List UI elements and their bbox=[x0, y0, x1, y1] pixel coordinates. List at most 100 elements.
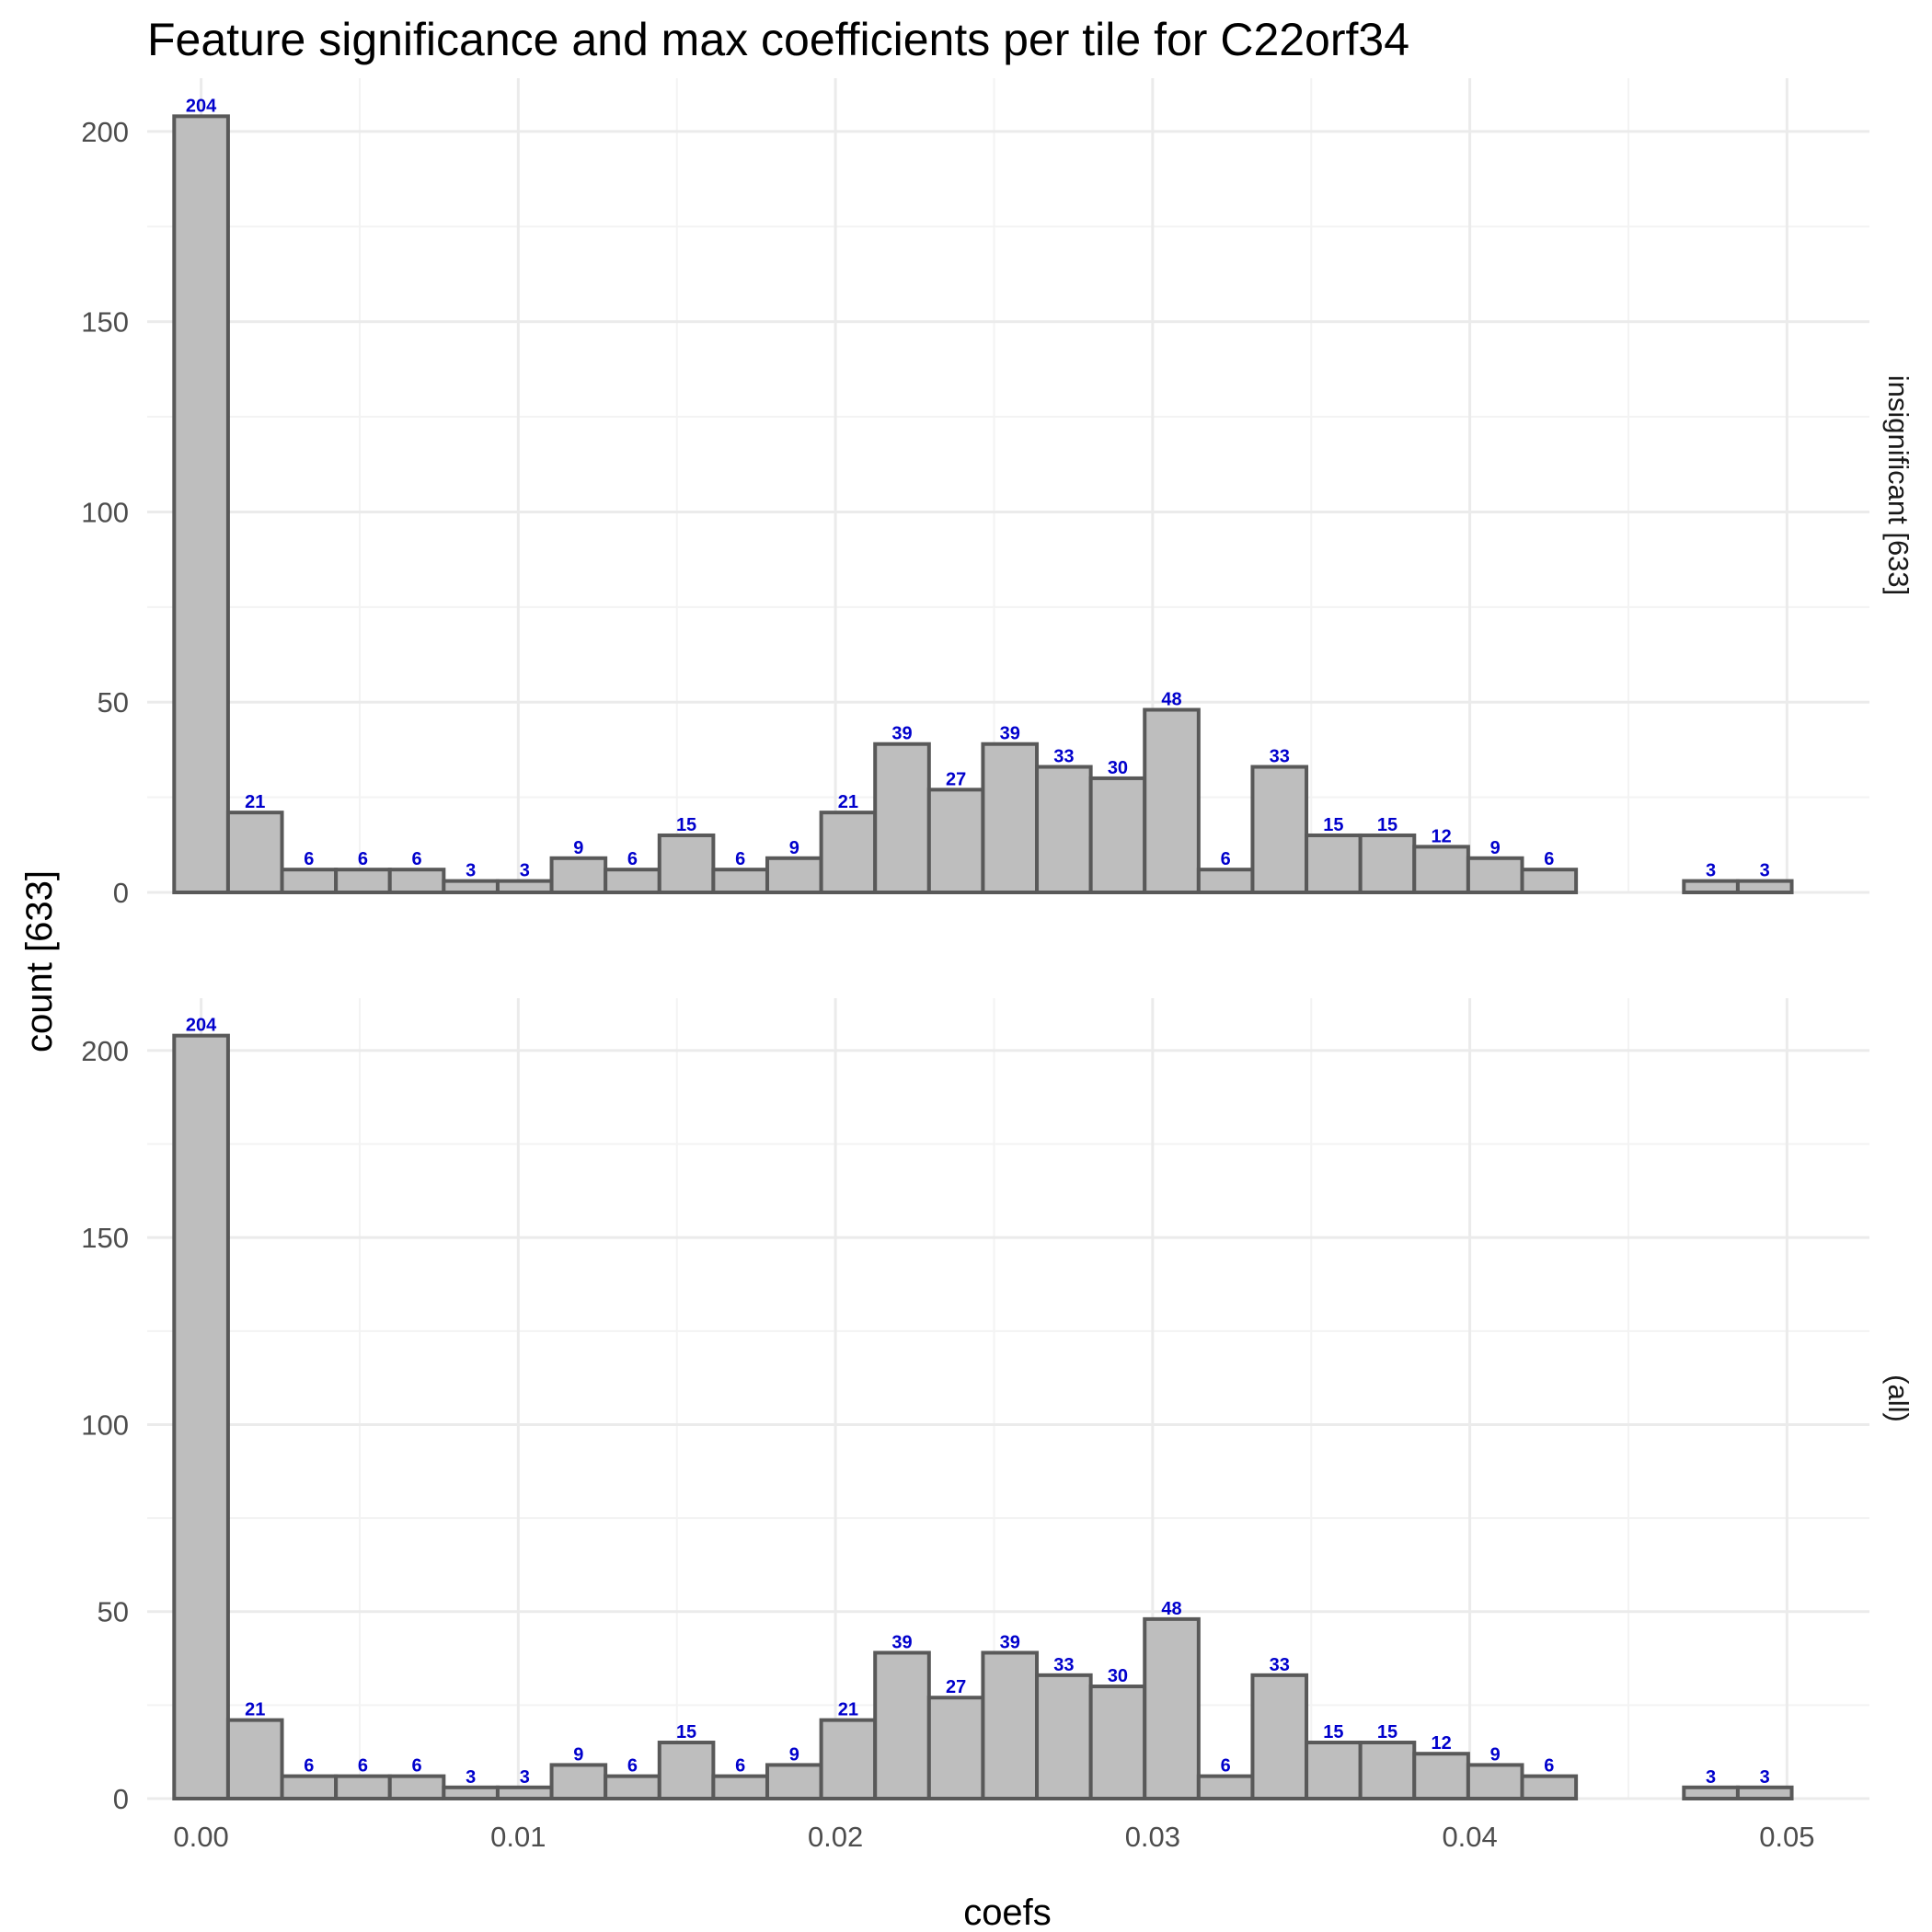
histogram-bar bbox=[1196, 1774, 1255, 1800]
bar-count-label: 30 bbox=[1108, 1666, 1128, 1686]
histogram-bar bbox=[604, 868, 661, 894]
histogram-bar bbox=[172, 1033, 230, 1800]
bar-count-label: 3 bbox=[520, 1767, 530, 1788]
histogram-bar bbox=[873, 1650, 931, 1801]
histogram-bar bbox=[495, 879, 554, 894]
y-tick-label: 200 bbox=[81, 116, 129, 148]
histogram-bar bbox=[926, 1696, 985, 1800]
histogram-bar bbox=[1305, 1741, 1363, 1800]
histogram-bar bbox=[1412, 1752, 1470, 1801]
bar-count-label: 33 bbox=[1270, 747, 1290, 767]
x-tick-label: 0.05 bbox=[1759, 1821, 1814, 1853]
histogram-bar bbox=[334, 868, 392, 894]
histogram-bar bbox=[1520, 1774, 1579, 1800]
bar-count-label: 3 bbox=[1706, 1767, 1716, 1788]
histogram-bar bbox=[819, 811, 878, 895]
histogram-bar bbox=[1305, 833, 1363, 894]
histogram-bar bbox=[172, 114, 230, 894]
histogram-bar bbox=[1143, 707, 1201, 894]
bar-count-label: 15 bbox=[676, 815, 696, 835]
histogram-bar bbox=[1466, 856, 1524, 895]
bar-count-label: 15 bbox=[1323, 815, 1343, 835]
histogram-bar bbox=[711, 1774, 769, 1800]
histogram-bar bbox=[1035, 765, 1093, 894]
y-axis-title: count [633] bbox=[19, 870, 60, 1052]
bar-count-label: 33 bbox=[1053, 1655, 1074, 1675]
histogram-bar bbox=[765, 1763, 823, 1801]
histogram-bar bbox=[442, 1785, 500, 1800]
histogram-bar bbox=[387, 868, 446, 894]
histogram-bar bbox=[604, 1774, 661, 1800]
bar-count-label: 3 bbox=[1706, 861, 1716, 881]
y-tick-label: 100 bbox=[81, 1409, 129, 1441]
histogram-bar bbox=[657, 1741, 716, 1800]
bar-count-label: 21 bbox=[245, 1700, 265, 1720]
histogram-bar bbox=[1088, 776, 1147, 894]
histogram-bar bbox=[765, 856, 823, 895]
histogram-bar bbox=[1250, 765, 1309, 894]
histogram-bar bbox=[1250, 1673, 1309, 1800]
bar-count-label: 9 bbox=[789, 1744, 799, 1765]
histogram-bar bbox=[225, 811, 284, 895]
y-tick-label: 150 bbox=[81, 306, 129, 339]
histogram-bar bbox=[711, 868, 769, 894]
x-tick-label: 0.02 bbox=[808, 1821, 863, 1853]
bar-count-label: 39 bbox=[891, 1632, 912, 1652]
bar-count-label: 15 bbox=[1377, 1722, 1397, 1742]
histogram-bar bbox=[387, 1774, 446, 1800]
y-tick-label: 50 bbox=[98, 686, 129, 719]
bar-count-label: 15 bbox=[1377, 815, 1397, 835]
bar-count-label: 39 bbox=[1000, 1632, 1020, 1652]
bar-count-label: 204 bbox=[186, 1016, 217, 1036]
histogram-bar bbox=[1412, 845, 1470, 895]
bar-count-label: 33 bbox=[1053, 747, 1074, 767]
histogram-bar bbox=[1035, 1673, 1093, 1800]
histogram-bar bbox=[981, 742, 1040, 895]
histogram-bar bbox=[334, 1774, 392, 1800]
bar-count-label: 3 bbox=[1760, 861, 1770, 881]
facet-strip-label: insignificant [633] bbox=[1882, 375, 1915, 596]
bar-count-label: 6 bbox=[1544, 849, 1554, 869]
histogram-bar bbox=[1520, 868, 1579, 894]
y-tick-label: 150 bbox=[81, 1222, 129, 1254]
histogram-bar bbox=[1735, 1785, 1794, 1800]
histogram-bar bbox=[549, 1763, 608, 1801]
y-tick-label: 50 bbox=[98, 1596, 129, 1628]
bar-count-label: 21 bbox=[838, 792, 858, 812]
bar-count-label: 6 bbox=[627, 1756, 638, 1777]
histogram-bar bbox=[495, 1785, 554, 1800]
x-axis-title: coefs bbox=[963, 1892, 1052, 1932]
histogram-bar bbox=[280, 868, 339, 894]
bar-count-label: 6 bbox=[1221, 1756, 1231, 1777]
bar-count-label: 3 bbox=[1760, 1767, 1770, 1788]
histogram-bar bbox=[981, 1650, 1040, 1801]
bar-count-label: 204 bbox=[186, 96, 217, 116]
histogram-bar bbox=[1735, 879, 1794, 894]
x-tick-label: 0.04 bbox=[1442, 1821, 1497, 1853]
histogram-bar bbox=[1196, 868, 1255, 894]
histogram-bar bbox=[280, 1774, 339, 1800]
histogram-bar bbox=[225, 1718, 284, 1801]
bar-count-label: 48 bbox=[1161, 689, 1181, 709]
bar-count-label: 6 bbox=[411, 1756, 421, 1777]
histogram-bar bbox=[1358, 833, 1417, 894]
histogram-bar bbox=[1682, 1785, 1740, 1800]
histogram-bar bbox=[1088, 1685, 1147, 1800]
bar-count-label: 39 bbox=[891, 724, 912, 744]
histogram-bar bbox=[549, 856, 608, 895]
bar-count-label: 6 bbox=[358, 1756, 368, 1777]
bar-count-label: 27 bbox=[946, 769, 966, 789]
histogram-bar bbox=[873, 742, 931, 895]
bar-count-label: 6 bbox=[304, 849, 314, 869]
bar-count-label: 15 bbox=[1323, 1722, 1343, 1742]
bar-count-label: 15 bbox=[676, 1722, 696, 1742]
bar-count-label: 6 bbox=[1221, 849, 1231, 869]
y-tick-label: 200 bbox=[81, 1035, 129, 1067]
bar-count-label: 39 bbox=[1000, 724, 1020, 744]
bar-count-label: 6 bbox=[735, 1756, 745, 1777]
histogram-bar bbox=[926, 788, 985, 895]
bar-count-label: 48 bbox=[1161, 1599, 1181, 1619]
